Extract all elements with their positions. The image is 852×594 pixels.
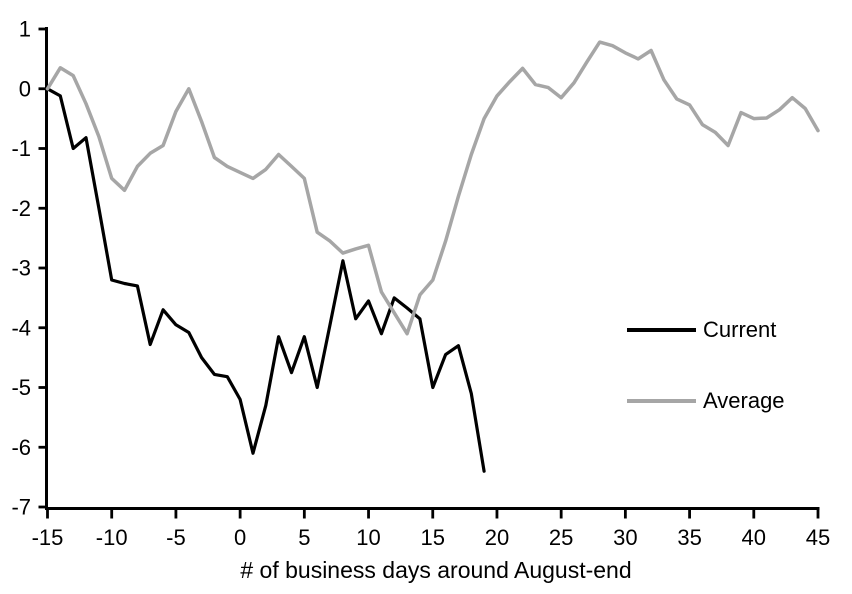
x-tick-label: -5 [166, 525, 186, 550]
y-tick-label: 0 [19, 76, 31, 101]
x-tick-label: 45 [806, 525, 830, 550]
y-tick-label: -2 [11, 196, 31, 221]
y-tick-label: 1 [19, 17, 31, 42]
legend-item-current: Current [627, 318, 785, 342]
x-tick-label: 40 [742, 525, 766, 550]
x-tick-label: 15 [421, 525, 445, 550]
average-legend-label: Average [703, 388, 785, 413]
x-tick-label: 30 [613, 525, 637, 550]
y-tick-label: -4 [11, 315, 31, 340]
x-axis-title: # of business days around August-end [240, 557, 632, 583]
average-series-line [45, 40, 820, 336]
y-tick-label: -6 [11, 435, 31, 460]
y-tick-label: -3 [11, 256, 31, 281]
y-tick-label: -5 [11, 375, 31, 400]
x-tick-label: 35 [677, 525, 701, 550]
legend: Current Average [627, 318, 785, 460]
x-tick-label: -15 [32, 525, 64, 550]
current-series-line [45, 87, 486, 473]
x-tick-label: 20 [485, 525, 509, 550]
x-tick-label: 0 [234, 525, 246, 550]
legend-item-average: Average [627, 389, 785, 413]
average-legend-line [627, 399, 696, 403]
x-tick-label: 10 [356, 525, 380, 550]
x-tick-label: -10 [96, 525, 128, 550]
y-tick-label: -7 [11, 495, 31, 520]
x-tick-label: 25 [549, 525, 573, 550]
current-legend-line [627, 328, 696, 332]
y-tick-label: -1 [11, 136, 31, 161]
current-legend-label: Current [703, 317, 777, 342]
x-tick-label: 5 [298, 525, 310, 550]
